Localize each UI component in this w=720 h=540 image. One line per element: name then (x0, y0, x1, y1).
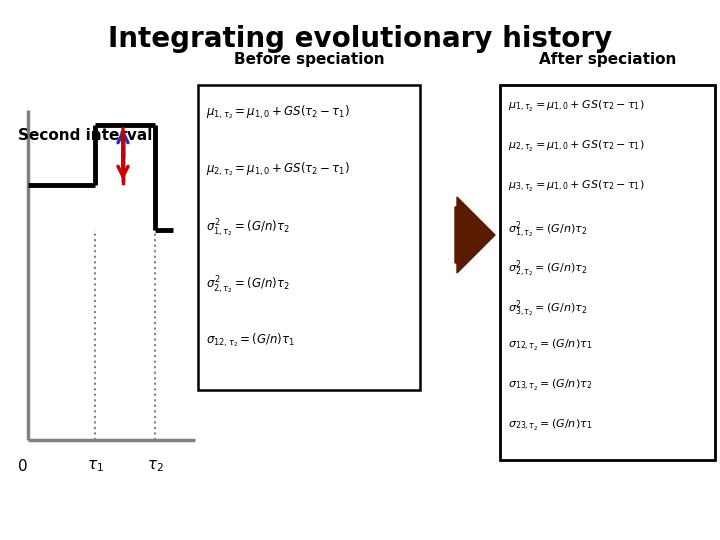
Text: Before speciation: Before speciation (234, 52, 384, 67)
Text: $\sigma^2_{1,\tau_2} = (G/n)\tau_2$: $\sigma^2_{1,\tau_2} = (G/n)\tau_2$ (508, 219, 588, 240)
Text: $\tau_2$: $\tau_2$ (147, 458, 163, 474)
Text: $\sigma^2_{2,\tau_2} = (G/n)\tau_2$: $\sigma^2_{2,\tau_2} = (G/n)\tau_2$ (206, 274, 289, 295)
Text: Second interval:: Second interval: (18, 127, 158, 143)
Text: $\mu_{1,\tau_2} = \mu_{1,0} + GS(\tau_2 - \tau_1)$: $\mu_{1,\tau_2} = \mu_{1,0} + GS(\tau_2 … (206, 103, 350, 120)
Bar (500, 85, 715, 460)
Text: $\sigma^2_{3,\tau_2} = (G/n)\tau_2$: $\sigma^2_{3,\tau_2} = (G/n)\tau_2$ (508, 299, 588, 319)
Text: $\sigma_{23,\tau_2} = (G/n)\tau_1$: $\sigma_{23,\tau_2} = (G/n)\tau_1$ (508, 418, 593, 433)
Text: $\mu_{1,\tau_2} = \mu_{1,0} + GS(\tau_2 - \tau_1)$: $\mu_{1,\tau_2} = \mu_{1,0} + GS(\tau_2 … (508, 99, 644, 114)
Text: $\sigma^2_{1,\tau_2} = (G/n)\tau_2$: $\sigma^2_{1,\tau_2} = (G/n)\tau_2$ (206, 217, 289, 239)
Text: $\mu_{2,\tau_2} = \mu_{1,0} + GS(\tau_2 - \tau_1)$: $\mu_{2,\tau_2} = \mu_{1,0} + GS(\tau_2 … (508, 139, 644, 154)
Text: $\sigma_{12,\tau_2} = (G/n)\tau_1$: $\sigma_{12,\tau_2} = (G/n)\tau_1$ (508, 339, 593, 353)
Text: $\mu_{3,\tau_2} = \mu_{1,0} + GS(\tau_2 - \tau_1)$: $\mu_{3,\tau_2} = \mu_{1,0} + GS(\tau_2 … (508, 179, 644, 194)
Text: Integrating evolutionary history: Integrating evolutionary history (108, 25, 612, 53)
Text: $\tau_1$: $\tau_1$ (86, 458, 104, 474)
Text: $0$: $0$ (17, 458, 27, 474)
Bar (198, 85, 420, 390)
Polygon shape (455, 197, 495, 273)
Text: After speciation: After speciation (539, 52, 676, 67)
Text: $\sigma_{13,\tau_2} = (G/n)\tau_2$: $\sigma_{13,\tau_2} = (G/n)\tau_2$ (508, 378, 593, 393)
Text: $\sigma_{12,\tau_2} = (G/n)\tau_1$: $\sigma_{12,\tau_2} = (G/n)\tau_1$ (206, 331, 295, 349)
Text: $\mu_{2,\tau_2} = \mu_{1,0} + GS(\tau_2 - \tau_1)$: $\mu_{2,\tau_2} = \mu_{1,0} + GS(\tau_2 … (206, 160, 350, 178)
Text: $\sigma^2_{2,\tau_2} = (G/n)\tau_2$: $\sigma^2_{2,\tau_2} = (G/n)\tau_2$ (508, 259, 588, 279)
